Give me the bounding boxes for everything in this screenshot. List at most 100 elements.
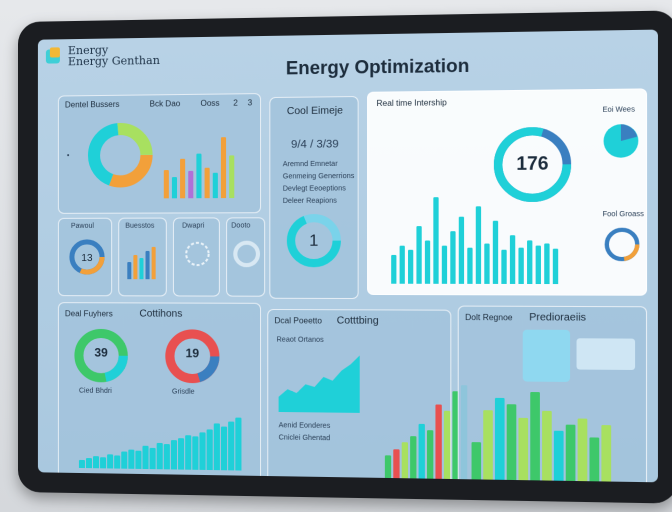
chart-bar	[185, 435, 192, 470]
cool-item-3[interactable]: Devlegt Eeoeptions	[282, 185, 346, 193]
chart-bar	[401, 442, 409, 482]
chart-bar	[391, 254, 397, 284]
chart-bar	[393, 449, 400, 482]
chart-bar	[145, 250, 150, 280]
bl-donut-1-value: 39	[94, 345, 108, 360]
chart-bar	[180, 158, 186, 199]
cool-item-1[interactable]: Aremnd Emnetar	[282, 160, 338, 169]
mini-card-2[interactable]: Buesstos	[118, 217, 167, 297]
chart-bar	[196, 153, 202, 199]
mini-1-ring: 13	[67, 237, 107, 277]
overview-donut	[85, 120, 156, 191]
chart-bar	[85, 458, 93, 469]
chart-bar	[133, 254, 138, 280]
chart-bar	[492, 220, 499, 284]
chart-bar	[577, 418, 588, 483]
chart-bar	[235, 417, 242, 471]
chart-bar	[229, 155, 235, 199]
chart-bar	[156, 442, 163, 470]
br-tab[interactable]: Dolt Regnoe	[465, 312, 513, 323]
chart-bar	[544, 243, 550, 285]
chart-bar	[506, 404, 517, 482]
mini-4-ring	[231, 239, 262, 270]
mini-card-4[interactable]: Dooto	[226, 217, 266, 297]
chart-bar	[589, 437, 600, 483]
bm-legend-2: Cniclei Ghentad	[278, 434, 331, 443]
top-bar: Energy Energy Genthan Energy Optimizatio…	[38, 30, 658, 90]
chart-bar	[139, 258, 144, 280]
bl-area-chart	[78, 414, 242, 471]
br-icon-tile	[522, 329, 571, 382]
panel-realtime: Real time Intership 176 Eoi Wees Fool Gr…	[367, 88, 648, 296]
page-title: Energy Optimization	[285, 55, 470, 79]
chart-bar	[471, 442, 482, 481]
chart-bar	[458, 216, 465, 284]
bm-title: Cotttbing	[336, 315, 379, 327]
tab-bck[interactable]: Bck Dao	[149, 99, 181, 109]
cool-value: 9/4 / 3/39	[291, 138, 339, 151]
chart-bar	[213, 423, 220, 471]
tab-dentel[interactable]: Dentel Bussers	[64, 99, 120, 110]
bm-legend-1: Aenid Eonderes	[278, 422, 331, 430]
panel-bottom-mid: Dcal Poeetto Cotttbing Reaot Ortanos Aen…	[267, 308, 468, 483]
bl-tab[interactable]: Deal Fuyhers	[64, 309, 113, 319]
chart-bar	[114, 455, 121, 469]
bm-sub: Reaot Ortanos	[276, 336, 324, 344]
tab-3[interactable]: 3	[247, 98, 253, 108]
mini-2-title: Buesstos	[125, 222, 155, 230]
chart-bar	[199, 432, 206, 470]
brand-name: Energy Energy Genthan	[67, 44, 160, 69]
brand-line-2: Energy Genthan	[67, 53, 160, 69]
mini-3-gauge-icon	[182, 239, 213, 269]
chart-bar	[78, 459, 85, 469]
chart-bar	[178, 438, 185, 470]
chart-bar	[192, 436, 199, 470]
br-bar-chart	[471, 389, 612, 483]
stats-ring	[602, 226, 641, 264]
axis-label: •	[66, 152, 70, 160]
chart-bar	[171, 177, 178, 199]
chart-bar	[128, 449, 135, 469]
panel-bottom-left: Deal Fuyhers Cottihons 39 19 Cied Bhdri …	[57, 302, 262, 483]
chart-bar	[100, 457, 107, 469]
tab-ooss[interactable]: Ooss	[200, 98, 220, 108]
chart-bar	[475, 206, 482, 284]
chart-bar	[170, 440, 178, 470]
chart-bar	[163, 444, 170, 470]
chart-bar	[443, 410, 451, 483]
chart-bar	[228, 421, 235, 471]
chart-bar	[206, 429, 213, 471]
chart-bar	[467, 247, 473, 284]
chart-bar	[399, 245, 405, 284]
chart-bar	[151, 246, 156, 280]
cool-item-4[interactable]: Deleer Reapions	[282, 197, 337, 205]
chart-bar	[433, 197, 439, 284]
chart-bar	[410, 436, 417, 482]
chart-bar	[494, 397, 505, 481]
chart-bar	[530, 391, 540, 482]
tablet-device: Energy Energy Genthan Energy Optimizatio…	[18, 10, 672, 504]
chart-bar	[220, 137, 227, 199]
tab-2[interactable]: 2	[233, 98, 238, 108]
bm-tab[interactable]: Dcal Poeetto	[274, 316, 322, 326]
chart-bar	[542, 410, 552, 482]
chart-bar	[527, 240, 533, 285]
br-card	[576, 338, 636, 371]
chart-bar	[601, 425, 612, 483]
chart-bar	[188, 170, 194, 199]
realtime-value: 176	[516, 153, 549, 175]
chart-bar	[204, 167, 210, 199]
mini-1-value-text: 13	[81, 253, 93, 264]
panel-bottom-right: Dolt Regnoe Predioraeiis	[457, 305, 648, 483]
chart-bar	[435, 404, 442, 482]
chart-bar	[163, 170, 169, 199]
cool-item-2[interactable]: Genmeing Generrions	[282, 172, 355, 181]
chart-bar	[142, 445, 149, 470]
bl-label-1: Cied Bhdri	[78, 387, 112, 395]
chart-bar	[553, 430, 564, 482]
dashboard-screen: Energy Energy Genthan Energy Optimizatio…	[37, 29, 658, 483]
mini-card-3[interactable]: Dwapri	[172, 217, 220, 297]
chart-bar	[565, 424, 576, 483]
chart-bar	[220, 426, 228, 471]
mini-card-1[interactable]: Pawoul 13	[57, 217, 113, 297]
